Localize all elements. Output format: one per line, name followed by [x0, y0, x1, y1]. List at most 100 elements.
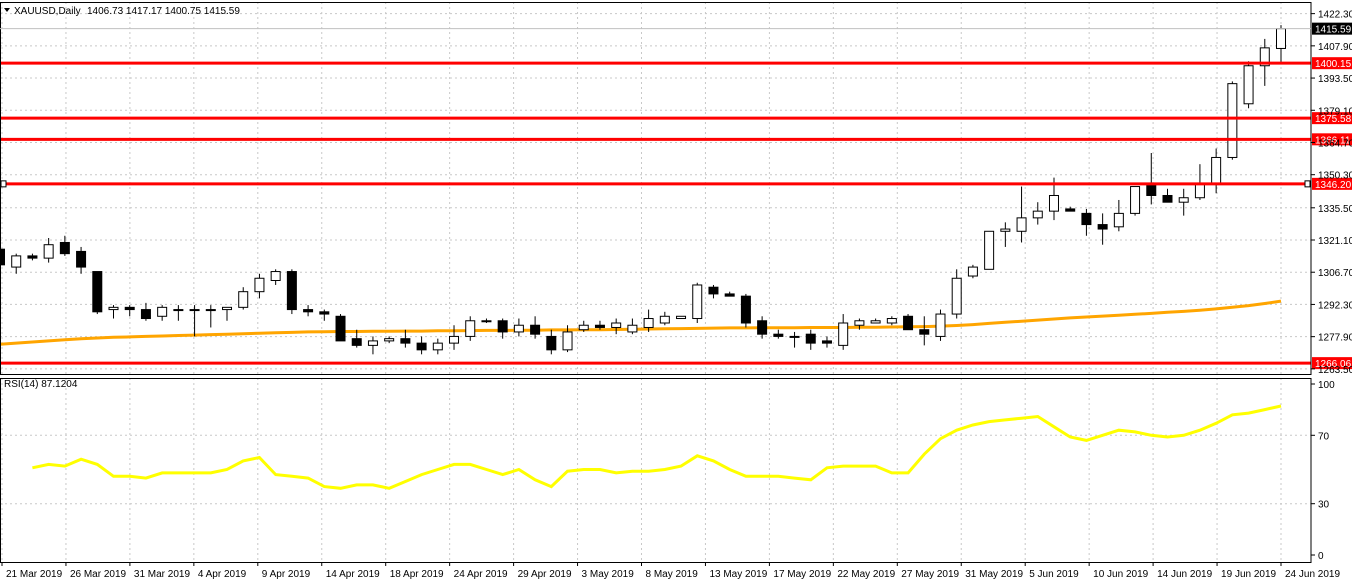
candle — [967, 264, 978, 279]
candle — [1162, 188, 1173, 203]
candle — [838, 314, 849, 350]
candle — [254, 273, 265, 299]
y-tick-label: 1393.50 — [1318, 74, 1352, 85]
y-tick-label: 1364.70 — [1318, 138, 1352, 149]
candle — [400, 329, 411, 348]
candle-body-down — [740, 295, 751, 324]
candle-body-up — [254, 277, 265, 293]
candle — [643, 309, 654, 332]
candle-body-up — [1243, 65, 1254, 105]
candle — [189, 305, 200, 337]
candle — [59, 235, 70, 256]
y-tick-label: 1335.50 — [1318, 204, 1352, 215]
candle-body-down — [757, 320, 768, 335]
x-tick-label: 9 Apr 2019 — [262, 569, 311, 580]
candle-body-down — [400, 338, 411, 344]
candle-body-up — [838, 322, 849, 346]
candle-body-up — [449, 335, 460, 344]
candle-body-up — [270, 271, 281, 281]
level-line[interactable]: 1400.15 — [0, 57, 1352, 70]
price-panel-frame — [0, 2, 1312, 375]
candle — [611, 318, 622, 335]
candle-body-up — [1227, 83, 1238, 158]
candle — [92, 271, 103, 315]
candle — [449, 325, 460, 350]
candle-body-up — [189, 309, 200, 312]
candle-body-up — [481, 320, 492, 323]
x-tick-label: 18 Apr 2019 — [390, 569, 444, 580]
moving-average-layer — [0, 299, 1282, 346]
candle-body-down — [903, 315, 914, 331]
candle — [205, 305, 216, 328]
y-tick-label: 1306.70 — [1318, 268, 1352, 279]
candle-body-down — [416, 342, 427, 351]
candle-body-up — [935, 313, 946, 337]
candle-body-up — [967, 266, 978, 277]
candle-body-down — [1097, 224, 1108, 230]
candle-body-down — [773, 333, 784, 337]
level-line[interactable]: 1366.11 — [0, 133, 1352, 146]
level-line[interactable]: 1266.06 — [0, 357, 1352, 370]
candle — [740, 293, 751, 328]
candle-body-up — [562, 331, 573, 351]
current-price-tag — [1312, 22, 1352, 35]
candle-body-up — [205, 309, 216, 312]
level-price-tag — [1312, 112, 1352, 125]
candle-body-up — [513, 324, 524, 333]
candle — [692, 282, 703, 323]
candle-body-down — [497, 320, 508, 333]
candle — [27, 253, 38, 261]
dropdown-triangle-icon[interactable] — [4, 8, 10, 12]
candle — [773, 329, 784, 339]
candle — [286, 269, 297, 315]
x-tick-label: 24 Jun 2019 — [1285, 569, 1340, 580]
candle-body-down — [594, 324, 605, 328]
candle — [465, 316, 476, 341]
level-price-label: 1266.06 — [1315, 359, 1352, 370]
candle — [11, 253, 22, 274]
level-line[interactable]: 1346.20 — [0, 177, 1352, 191]
candle — [1081, 208, 1092, 236]
candle-body-down — [319, 311, 330, 315]
candle-body-up — [1130, 186, 1141, 214]
candle — [140, 302, 151, 321]
candle-body-down — [140, 309, 151, 320]
x-tick-label: 21 Mar 2019 — [6, 569, 63, 580]
candle-body-down — [27, 255, 38, 259]
candle — [1130, 186, 1141, 216]
candle — [1243, 61, 1254, 109]
level-handle-right[interactable] — [1304, 180, 1311, 188]
candle — [724, 291, 735, 297]
y-tick-label: 1263.50 — [1318, 365, 1352, 376]
candle-body-down — [303, 309, 314, 313]
candle — [303, 305, 314, 317]
candle-body-down — [1081, 212, 1092, 226]
x-tick-label: 5 Jun 2019 — [1029, 569, 1079, 580]
candle-body-down — [59, 241, 70, 255]
candle-body-up — [1259, 47, 1270, 67]
y-tick-label: 1422.30 — [1318, 10, 1352, 21]
candle-body-down — [351, 338, 362, 346]
candle — [108, 305, 119, 319]
rsi-panel-frame — [0, 378, 1312, 563]
level-line[interactable]: 1375.58 — [0, 112, 1352, 125]
candle-body-up — [1113, 212, 1124, 228]
candle — [789, 331, 800, 348]
y-tick-label: 1350.30 — [1318, 171, 1352, 182]
candle — [497, 318, 508, 339]
candle-body-up — [173, 309, 184, 312]
candle — [886, 316, 897, 326]
candle — [157, 305, 168, 321]
x-tick-label: 31 May 2019 — [965, 569, 1023, 580]
candle-body-down — [76, 250, 87, 268]
candle-body-up — [789, 335, 800, 338]
candle-body-up — [578, 324, 589, 331]
candle-body-down — [919, 329, 930, 335]
level-handle-left[interactable] — [0, 180, 7, 188]
y-tick-label: 1379.10 — [1318, 106, 1352, 117]
candle — [416, 336, 427, 355]
horizontal-levels[interactable]: 1400.15 1375.58 1366.11 1346.20 1266.06 — [0, 57, 1352, 370]
x-tick-label: 27 May 2019 — [901, 569, 959, 580]
